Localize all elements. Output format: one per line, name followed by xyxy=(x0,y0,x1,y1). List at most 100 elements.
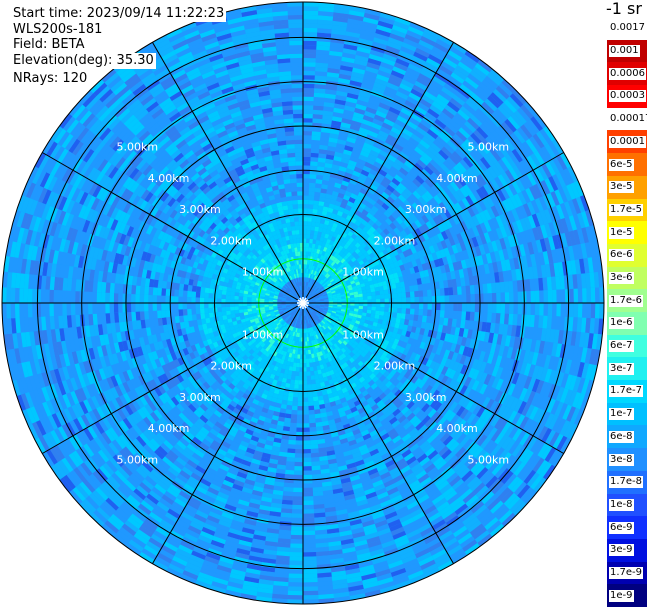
field-cell xyxy=(186,333,193,341)
field-cell xyxy=(303,165,311,170)
field-cell xyxy=(351,335,358,341)
field-cell xyxy=(307,309,311,314)
field-cell xyxy=(343,333,349,339)
field-cell xyxy=(377,268,384,274)
field-cell xyxy=(323,295,328,298)
field-cell xyxy=(386,402,396,410)
field-cell xyxy=(182,347,190,356)
field-cell xyxy=(420,427,431,438)
field-cell xyxy=(314,295,319,298)
field-cell xyxy=(409,213,418,223)
field-cell xyxy=(320,136,330,142)
field-cell xyxy=(321,325,327,330)
field-cell xyxy=(296,178,303,183)
field-cell xyxy=(287,287,292,291)
field-cell xyxy=(360,448,370,456)
field-cell xyxy=(374,138,385,146)
field-cell xyxy=(281,236,287,242)
field-cell xyxy=(293,309,298,313)
field-cell xyxy=(278,354,283,360)
field-cell xyxy=(300,294,302,299)
field-cell xyxy=(242,181,251,189)
field-cell xyxy=(322,319,327,324)
field-cell xyxy=(136,276,142,286)
field-cell xyxy=(360,329,366,335)
field-cell xyxy=(291,353,295,359)
field-cell xyxy=(204,254,212,262)
field-cell xyxy=(289,383,295,389)
field-cell xyxy=(187,230,195,239)
field-cell xyxy=(150,270,156,280)
field-cell xyxy=(242,417,251,425)
field-cell xyxy=(442,396,451,407)
field-cell xyxy=(374,460,385,468)
field-cell xyxy=(254,234,261,241)
field-cell xyxy=(294,318,297,324)
field-cell xyxy=(140,319,146,329)
field-cell xyxy=(266,164,275,171)
field-cell xyxy=(330,355,336,361)
field-cell xyxy=(419,341,426,350)
field-cell xyxy=(182,303,188,310)
field-cell xyxy=(423,255,430,264)
field-cell xyxy=(427,309,432,317)
field-cell xyxy=(338,393,345,400)
field-cell xyxy=(362,306,368,310)
field-cell xyxy=(198,368,206,377)
field-cell xyxy=(318,263,323,269)
field-cell xyxy=(315,222,320,228)
field-cell xyxy=(291,265,295,271)
field-cell xyxy=(297,281,300,287)
field-cell xyxy=(416,277,422,285)
field-cell xyxy=(330,226,337,233)
field-cell xyxy=(310,161,318,167)
field-cell xyxy=(410,222,419,231)
field-cell xyxy=(191,216,200,225)
field-cell xyxy=(308,292,312,297)
field-cell xyxy=(338,165,347,173)
field-cell xyxy=(317,347,322,353)
field-cell xyxy=(428,209,437,219)
field-cell xyxy=(311,144,320,150)
field-cell xyxy=(315,319,320,324)
field-cell xyxy=(267,252,273,258)
field-cell xyxy=(314,281,319,286)
field-cell xyxy=(346,136,357,144)
field-cell xyxy=(264,281,270,286)
field-cell xyxy=(216,339,223,346)
field-cell xyxy=(306,296,310,301)
field-cell xyxy=(315,313,320,318)
field-cell xyxy=(228,444,239,453)
field-cell xyxy=(328,271,334,276)
field-cell xyxy=(254,272,260,278)
field-cell xyxy=(408,205,417,214)
field-cell xyxy=(344,270,350,275)
field-cell xyxy=(306,230,311,235)
field-cell xyxy=(213,269,219,276)
field-cell xyxy=(264,328,270,333)
field-cell xyxy=(278,246,283,252)
field-cell xyxy=(211,273,218,280)
field-cell xyxy=(305,255,308,261)
field-cell xyxy=(229,233,237,240)
field-cell xyxy=(352,313,358,318)
field-cell xyxy=(286,452,296,458)
field-cell xyxy=(221,157,231,166)
field-cell xyxy=(286,299,291,301)
field-cell xyxy=(187,415,197,425)
field-cell xyxy=(427,344,434,353)
field-cell xyxy=(366,212,374,220)
field-cell xyxy=(446,325,452,335)
field-cell xyxy=(311,305,316,308)
field-cell xyxy=(359,229,367,236)
field-cell xyxy=(327,295,333,298)
field-cell xyxy=(327,308,333,311)
field-cell xyxy=(303,341,306,346)
field-cell xyxy=(406,156,417,166)
field-cell xyxy=(316,329,321,334)
field-cell xyxy=(199,155,210,164)
field-cell xyxy=(238,444,248,452)
field-cell xyxy=(343,208,350,215)
field-cell xyxy=(219,223,227,232)
field-cell xyxy=(361,286,367,291)
